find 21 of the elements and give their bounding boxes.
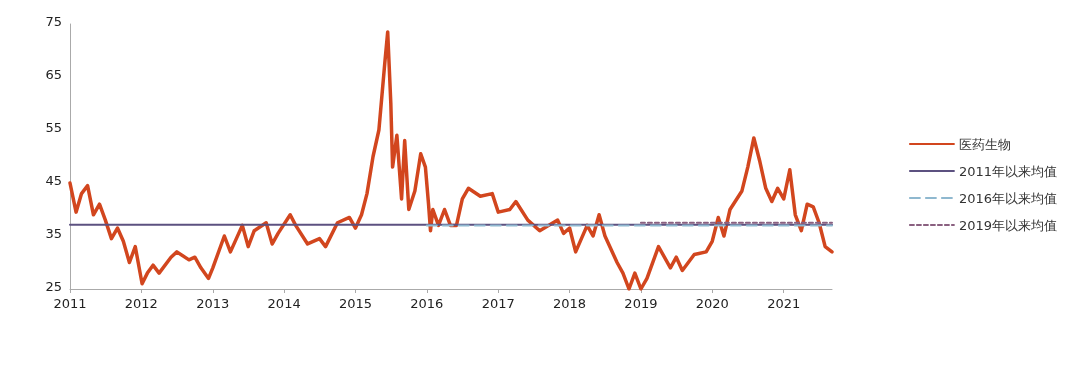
legend-label: 医药生物 (958, 136, 1011, 152)
x-tick-label: 2012 (124, 296, 158, 311)
y-tick-label: 55 (45, 119, 62, 135)
y-tick-label: 35 (45, 225, 62, 241)
legend-label: 2019年以来均值 (958, 217, 1058, 233)
x-tick-label: 2017 (481, 296, 515, 311)
x-tick-label: 2020 (695, 296, 729, 311)
x-tick-label: 2015 (338, 296, 372, 311)
x-tick-label: 2014 (267, 296, 301, 311)
legend-label: 2016年以来均值 (958, 190, 1058, 206)
x-tick-label: 2021 (767, 296, 801, 311)
x-tick-label: 2016 (410, 296, 444, 311)
x-tick-label: 2011 (53, 296, 87, 311)
x-tick-label: 2013 (196, 296, 230, 311)
x-tick-label: 2018 (553, 296, 587, 311)
y-tick-label: 25 (45, 278, 62, 294)
legend-label: 2011年以来均值 (958, 163, 1058, 179)
y-tick-label: 65 (45, 66, 62, 82)
y-tick-label: 75 (45, 13, 62, 29)
x-tick-label: 2019 (624, 296, 658, 311)
y-tick-label: 45 (45, 172, 62, 188)
